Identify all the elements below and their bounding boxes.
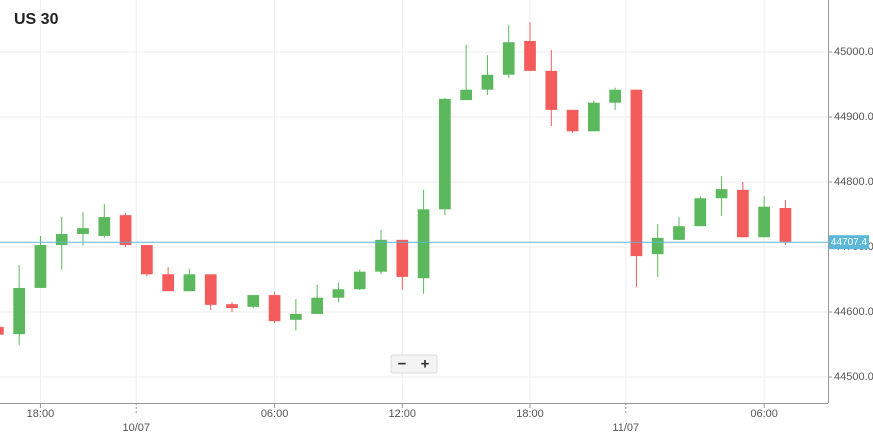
candle-body	[13, 287, 26, 335]
x-tick-label: 10/07	[122, 422, 150, 434]
candle-body	[502, 42, 515, 75]
y-tick-label: 44500.0	[834, 371, 873, 383]
zoom-box	[390, 354, 438, 374]
y-tick-label: 44900.0	[834, 111, 873, 123]
candle-body	[715, 189, 728, 199]
candle-body	[460, 89, 473, 101]
chart-title: US 30	[14, 11, 59, 28]
candle-body	[141, 245, 153, 275]
candle-body	[439, 98, 451, 210]
zoom-out[interactable]: −	[398, 355, 407, 372]
x-tick-label: 06:00	[750, 408, 778, 420]
x-tick-label: 12:00	[389, 408, 417, 420]
price-label-box	[829, 235, 869, 250]
candle-body	[77, 228, 89, 234]
x-tick-label: 06:00	[261, 408, 289, 420]
candle-body	[204, 274, 217, 305]
candle-body	[332, 289, 345, 298]
x-tick-label: 18:00	[516, 408, 544, 420]
candle-body	[588, 102, 600, 132]
candle-body	[694, 198, 707, 227]
zoom-in[interactable]: +	[421, 355, 430, 372]
y-tick-label: 45000.0	[834, 46, 873, 58]
candle-body	[396, 239, 409, 277]
candle-body	[98, 217, 111, 236]
candle-body	[0, 326, 4, 335]
candle-body	[375, 239, 387, 272]
candle-body	[119, 215, 132, 246]
candle-body	[417, 209, 430, 279]
candle-body	[651, 237, 664, 255]
candle-body	[183, 274, 196, 292]
candle-body	[566, 109, 579, 132]
candle-body	[545, 70, 558, 110]
candle-body	[55, 234, 68, 246]
candle-body	[290, 313, 302, 320]
candle-body	[481, 74, 494, 90]
candle-body	[226, 304, 238, 309]
price-label: 44707.4	[831, 237, 868, 248]
candle-body	[162, 274, 175, 292]
candle-body	[630, 89, 643, 257]
candle-body	[779, 208, 792, 242]
y-tick-label: 44600.0	[834, 306, 873, 318]
candle-body	[737, 189, 749, 238]
y-tick-label: 44800.0	[834, 176, 873, 188]
candle-body	[758, 206, 770, 238]
candle-body	[247, 295, 260, 307]
candle-body	[673, 226, 685, 240]
zoom-controls: − +	[390, 354, 438, 374]
candle-body	[524, 40, 536, 71]
candle-body	[34, 245, 47, 288]
candle-body	[353, 271, 366, 290]
candle-body	[609, 89, 621, 103]
x-tick-label: 11/07	[612, 422, 639, 434]
candle-body	[311, 297, 324, 314]
x-tick-label: 18:00	[27, 408, 55, 420]
candle-body	[268, 295, 281, 322]
